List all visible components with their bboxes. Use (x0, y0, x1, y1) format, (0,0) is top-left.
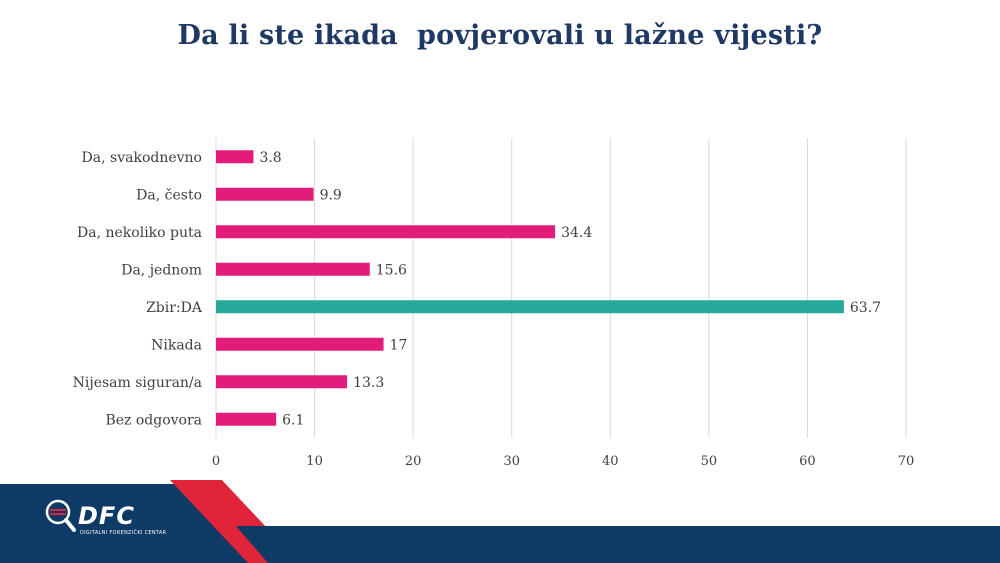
chart-title: Da li ste ikada povjerovali u lažne vije… (177, 20, 823, 51)
bar (216, 262, 370, 276)
x-tick-label: 0 (212, 454, 220, 469)
bar (216, 412, 277, 426)
data-label: 3.8 (259, 150, 281, 166)
bar (216, 375, 348, 389)
x-tick-label: 30 (503, 454, 520, 469)
category-label: Bez odgovora (105, 412, 202, 428)
bar (216, 187, 314, 201)
bar (216, 150, 254, 164)
dfc-logo-icon (45, 499, 76, 532)
x-tick-label: 40 (602, 454, 619, 469)
logo-subtitle: DIGITALNI FORENZIČKI CENTAR (80, 530, 167, 536)
x-tick-label: 20 (405, 454, 422, 469)
category-label: Da, nekoliko puta (77, 225, 202, 241)
category-label: Da, svakodnevno (82, 150, 202, 166)
x-tick-label: 60 (799, 454, 816, 469)
bar (216, 300, 844, 314)
category-label: Da, jednom (121, 262, 202, 278)
category-label: Zbir:DA (146, 300, 203, 316)
x-tick-label: 10 (306, 454, 323, 469)
footer-banner (0, 480, 1000, 563)
data-label: 15.6 (376, 262, 407, 278)
footer-navy-right (236, 526, 1000, 563)
bar (216, 225, 556, 239)
x-tick-label: 70 (898, 454, 915, 469)
data-label: 13.3 (353, 375, 384, 391)
data-label: 6.1 (282, 412, 304, 428)
category-label: Da, često (136, 187, 202, 203)
x-tick-label: 50 (701, 454, 718, 469)
data-label: 9.9 (320, 187, 342, 203)
category-label: Nijesam siguran/a (73, 375, 202, 391)
bar (216, 337, 384, 351)
data-label: 34.4 (561, 225, 592, 241)
bar-chart: 0 10 20 30 40 50 60 70 Da, svakodnevno 3.8 Da, čes… (73, 138, 915, 469)
data-label: 63.7 (850, 300, 881, 316)
category-label: Nikada (151, 337, 202, 353)
data-label: 17 (390, 337, 408, 353)
logo-text: DFC (78, 502, 135, 530)
